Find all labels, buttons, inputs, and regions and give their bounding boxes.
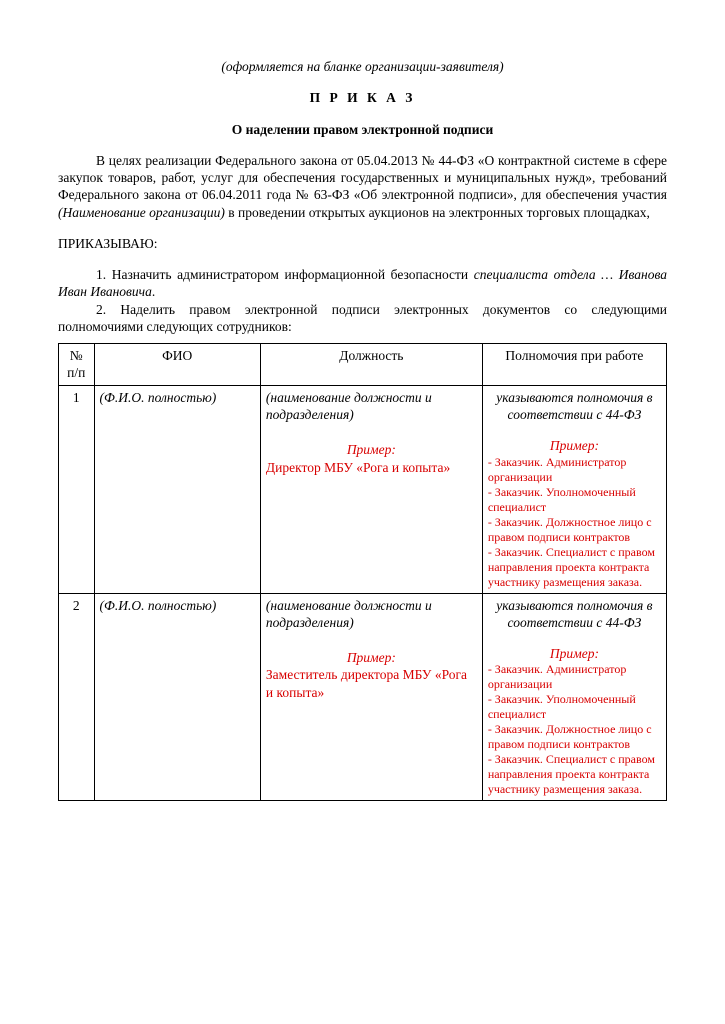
- authority-example-item: - Заказчик. Уполномоченный специалист: [488, 485, 661, 515]
- authority-placeholder: указываются полномочия в соответствии с …: [488, 389, 661, 424]
- order-item-2: 2. Наделить правом электронной подписи э…: [58, 301, 667, 336]
- cell-fio: (Ф.И.О. полностью): [94, 593, 260, 801]
- authority-example-item: - Заказчик. Специалист с правом направле…: [488, 545, 661, 590]
- example-label: Пример:: [488, 645, 661, 662]
- order-item-1c: .: [152, 284, 155, 299]
- authority-placeholder: указываются полномочия в соответствии с …: [488, 597, 661, 632]
- order-item-1a: 1. Назначить администратором информацион…: [96, 267, 474, 282]
- position-example: Заместитель директора МБУ «Рога и копыта…: [266, 666, 477, 701]
- col-header-authority: Полномочия при работе: [482, 344, 666, 386]
- authority-example-item: - Заказчик. Должностное лицо с правом по…: [488, 722, 661, 752]
- authority-examples: - Заказчик. Администратор организации - …: [488, 455, 661, 590]
- authority-example-item: - Заказчик. Уполномоченный специалист: [488, 692, 661, 722]
- position-example: Директор МБУ «Рога и копыта»: [266, 459, 477, 476]
- table-row: 1 (Ф.И.О. полностью) (наименование должн…: [59, 385, 667, 593]
- order-item-1: 1. Назначить администратором информацион…: [58, 266, 667, 301]
- authority-example-item: - Заказчик. Администратор организации: [488, 455, 661, 485]
- col-header-n: № п/п: [59, 344, 95, 386]
- cell-n: 2: [59, 593, 95, 801]
- authority-example-item: - Заказчик. Специалист с правом направле…: [488, 752, 661, 797]
- example-label: Пример:: [266, 441, 477, 458]
- position-placeholder: (наименование должности и подразделения): [266, 390, 432, 422]
- cell-n: 1: [59, 385, 95, 593]
- cell-fio: (Ф.И.О. полностью): [94, 385, 260, 593]
- header-note: (оформляется на бланке организации-заяви…: [58, 58, 667, 75]
- cell-position: (наименование должности и подразделения)…: [260, 385, 482, 593]
- preamble: В целях реализации Федерального закона о…: [58, 152, 667, 221]
- employees-table: № п/п ФИО Должность Полномочия при работ…: [58, 343, 667, 801]
- table-row: 2 (Ф.И.О. полностью) (наименование должн…: [59, 593, 667, 801]
- col-header-fio: ФИО: [94, 344, 260, 386]
- example-label: Пример:: [266, 649, 477, 666]
- table-header-row: № п/п ФИО Должность Полномочия при работ…: [59, 344, 667, 386]
- position-placeholder: (наименование должности и подразделения): [266, 598, 432, 630]
- col-header-position: Должность: [260, 344, 482, 386]
- example-label: Пример:: [488, 437, 661, 454]
- preamble-part2: в проведении открытых аукционов на элект…: [225, 205, 650, 220]
- preamble-part1: В целях реализации Федерального закона о…: [58, 153, 667, 203]
- authority-example-item: - Заказчик. Должностное лицо с правом по…: [488, 515, 661, 545]
- cell-authority: указываются полномочия в соответствии с …: [482, 385, 666, 593]
- preamble-org-placeholder: (Наименование организации): [58, 205, 225, 220]
- title-main: П Р И К А З: [58, 89, 667, 106]
- cell-position: (наименование должности и подразделения)…: [260, 593, 482, 801]
- order-token: ПРИКАЗЫВАЮ:: [58, 235, 667, 252]
- title-sub: О наделении правом электронной подписи: [58, 121, 667, 138]
- authority-examples: - Заказчик. Администратор организации - …: [488, 662, 661, 797]
- authority-example-item: - Заказчик. Администратор организации: [488, 662, 661, 692]
- cell-authority: указываются полномочия в соответствии с …: [482, 593, 666, 801]
